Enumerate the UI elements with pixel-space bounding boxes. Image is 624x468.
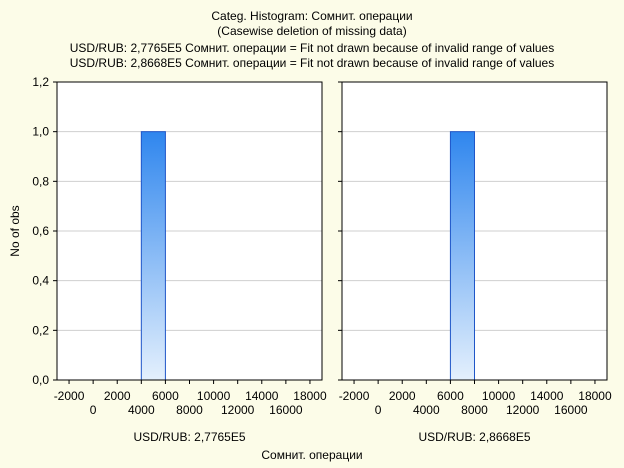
fit-note-1: USD/RUB: 2,7765E5 Сомнит. операции = Fit… — [69, 41, 555, 55]
y-tick-label: 1,0 — [32, 125, 49, 139]
y-tick-label: 0,0 — [32, 373, 49, 387]
y-tick-label: 1,2 — [32, 75, 49, 89]
x-tick-label-upper: -2000 — [339, 389, 370, 403]
panel-label: USD/RUB: 2,7765E5 — [133, 430, 245, 444]
y-tick-label: 0,6 — [32, 224, 49, 238]
x-tick-label-lower: 0 — [375, 403, 382, 417]
x-tick-label-upper: 6000 — [152, 389, 179, 403]
x-tick-label-lower: 8000 — [176, 403, 203, 417]
histogram-bar — [449, 131, 475, 381]
x-tick-label-lower: 16000 — [554, 403, 588, 417]
x-tick-label-upper: 2000 — [389, 389, 416, 403]
y-axis-label: No of obs — [8, 205, 22, 256]
x-tick-label-upper: 14000 — [530, 389, 564, 403]
y-tick-label: 0,4 — [32, 274, 49, 288]
x-tick-label-upper: 2000 — [104, 389, 131, 403]
x-tick-label-upper: 14000 — [245, 389, 279, 403]
x-tick-label-upper: 18000 — [578, 389, 612, 403]
x-tick-label-upper: 18000 — [293, 389, 327, 403]
fit-note-2: USD/RUB: 2,8668E5 Сомнит. операции = Fit… — [69, 56, 555, 70]
x-tick-label-upper: 10000 — [197, 389, 231, 403]
x-tick-label-lower: 12000 — [506, 403, 540, 417]
x-tick-label-upper: -2000 — [54, 389, 85, 403]
x-tick-label-lower: 0 — [90, 403, 97, 417]
x-tick-label-lower: 16000 — [269, 403, 303, 417]
x-tick-label-upper: 6000 — [437, 389, 464, 403]
x-tick-label-lower: 4000 — [413, 403, 440, 417]
y-tick-label: 0,2 — [32, 323, 49, 337]
chart-subtitle: (Casewise deletion of missing data) — [217, 24, 407, 38]
x-axis-label: Сомнит. операции — [261, 448, 362, 462]
x-tick-label-lower: 4000 — [128, 403, 155, 417]
chart-title: Categ. Histogram: Сомнит. операции — [211, 9, 413, 23]
x-tick-label-lower: 12000 — [221, 403, 255, 417]
panel-label: USD/RUB: 2,8668E5 — [418, 430, 530, 444]
x-tick-label-lower: 8000 — [461, 403, 488, 417]
x-tick-label-upper: 10000 — [482, 389, 516, 403]
y-tick-label: 0,8 — [32, 174, 49, 188]
histogram-bar — [140, 131, 166, 381]
